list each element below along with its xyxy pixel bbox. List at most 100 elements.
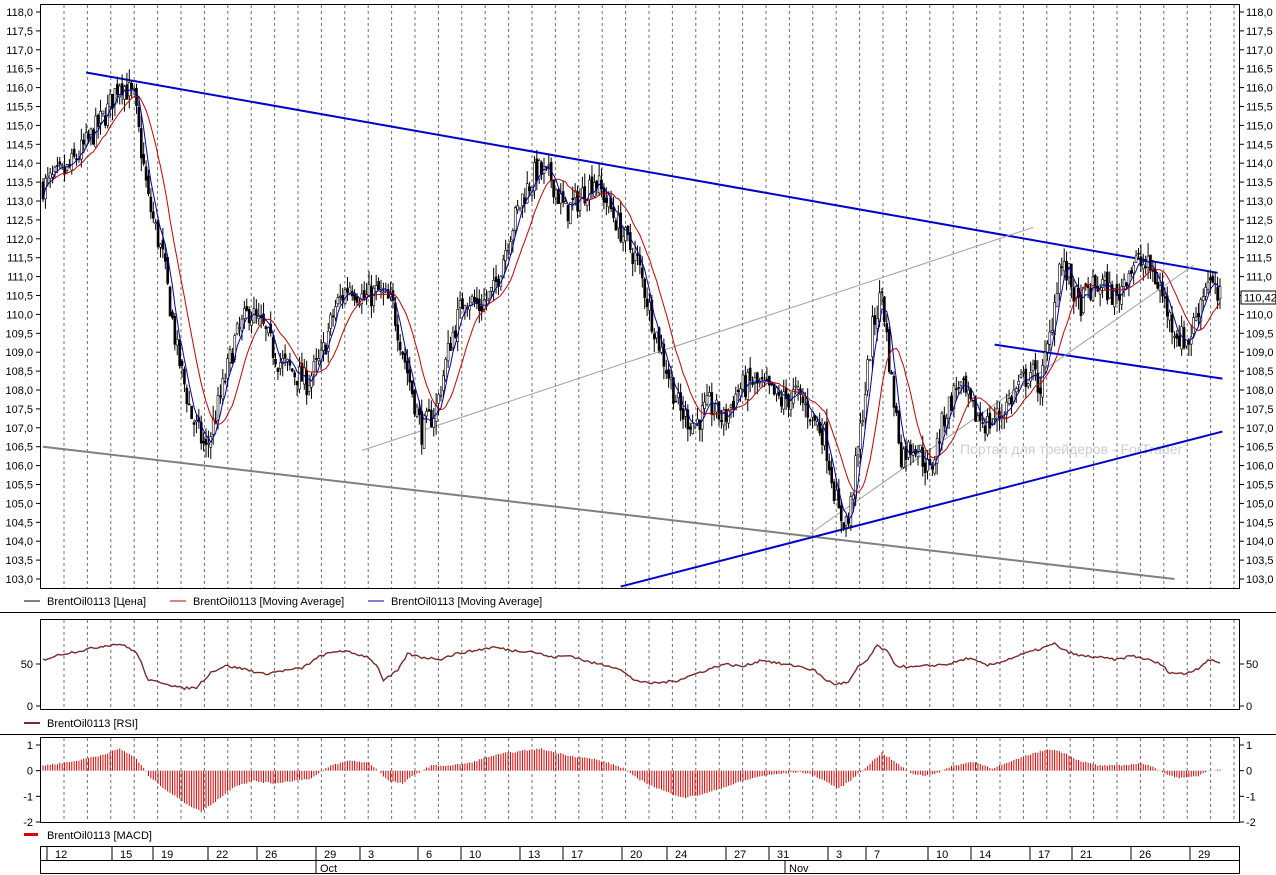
macd-y-tick-left: -1 (23, 791, 33, 803)
candle-body (151, 211, 155, 219)
candle-body (1110, 284, 1114, 305)
y-tick-label-right: 112,0 (1246, 234, 1273, 246)
candle-body (389, 294, 392, 298)
y-tick-label-left: 111,0 (7, 272, 33, 284)
candle-body (772, 383, 776, 395)
candle-body (851, 494, 855, 500)
rsi-y-tick-left: 0 (27, 701, 33, 713)
candle-body (233, 335, 237, 361)
y-tick-label-left: 115,0 (6, 120, 33, 132)
candle-body (950, 395, 953, 411)
candle-body (180, 360, 184, 366)
candle-body (449, 343, 452, 351)
candle-body (190, 405, 193, 420)
price-legend: BrentOil0113 [Цена] BrentOil0113 [Moving… (24, 596, 542, 608)
candle-body (1153, 270, 1157, 285)
y-tick-label-left: 115,5 (6, 102, 33, 114)
candle-body (1022, 371, 1025, 374)
candle-body (240, 318, 244, 332)
candle-body (732, 401, 735, 410)
candle-body (144, 166, 148, 181)
candle-body (56, 165, 59, 167)
candle-body (473, 296, 476, 303)
candle-body (274, 359, 277, 365)
candle-body (403, 352, 407, 363)
candle-body (648, 302, 651, 311)
y-tick-label-left: 109,5 (5, 328, 33, 340)
y-tick-label-left: 117,0 (6, 45, 33, 57)
candle-body (1007, 398, 1011, 404)
candle-body (734, 393, 738, 411)
candle-body (873, 315, 877, 325)
candle-body (408, 369, 412, 383)
candle-body (832, 481, 836, 502)
candle-body (430, 409, 433, 427)
candle-body (794, 385, 798, 388)
y-tick-label-left: 112,5 (6, 215, 33, 227)
candle-body (118, 85, 122, 98)
y-tick-label-right: 117,0 (1246, 45, 1273, 57)
y-tick-label-right: 108,5 (1246, 366, 1274, 378)
candle-body (547, 164, 551, 167)
candle-body (952, 385, 956, 410)
candle-body (1137, 252, 1140, 255)
date-month-label: Oct (320, 863, 337, 875)
trend-line-mini-channel-lower (994, 343, 1223, 380)
y-tick-label-right: 107,0 (1246, 423, 1274, 435)
candle-body (605, 197, 608, 203)
candle-body (1180, 326, 1183, 350)
candle-body (267, 327, 270, 334)
candle-body (1161, 282, 1164, 297)
candle-body (923, 462, 927, 473)
trend-line-lower-support (620, 430, 1223, 588)
y-tick-label-right: 105,5 (1246, 480, 1274, 492)
date-day-label: 21 (1080, 849, 1092, 861)
candle-body (235, 323, 239, 335)
candle-body (46, 175, 50, 179)
candle-body (247, 308, 251, 323)
candle-body (703, 401, 706, 409)
candle-body (1125, 282, 1128, 287)
candle-body (353, 294, 356, 301)
last-price-label: 110,42 (1244, 293, 1276, 305)
y-tick-label-right: 111,0 (1246, 272, 1272, 284)
candle-body (938, 441, 941, 444)
candle-body (1103, 275, 1107, 281)
candle-body (461, 298, 464, 310)
candle-body (674, 400, 678, 403)
date-month-label: Nov (789, 863, 809, 875)
candle-body (504, 250, 507, 261)
macd-histogram (42, 748, 1221, 813)
candle-body (983, 425, 987, 434)
candle-body (264, 326, 268, 330)
candle-body (593, 182, 596, 197)
y-tick-label-left: 113,0 (6, 196, 33, 208)
candle-body (619, 212, 623, 242)
candle-body (621, 236, 625, 243)
date-day-labels: 12 15 19 22 26 29 3 6 10 13 17 20 24 27 31 3 7 10 14 17 21 26… (46, 847, 1210, 861)
candle-body (662, 343, 666, 367)
candle-body (631, 253, 634, 264)
candle-body (494, 276, 498, 282)
candle-body (87, 133, 90, 139)
candle-body (756, 372, 759, 384)
candle-body (298, 366, 301, 390)
candle-body (1199, 299, 1203, 322)
y-tick-label-right: 114,5 (1246, 139, 1273, 151)
candle-body (1024, 368, 1028, 387)
candle-body (291, 368, 294, 372)
candle-body (372, 288, 376, 306)
candle-body (1118, 294, 1121, 301)
candle-body (700, 405, 704, 430)
candle-body (885, 323, 889, 333)
y-tick-label-left: 107,5 (5, 404, 33, 416)
candle-body (346, 288, 349, 293)
y-tick-label-left: 103,5 (5, 555, 33, 567)
date-axis: 12 15 19 22 26 29 3 6 10 13 17 20 24 27 31 3 7 10 14 17 21 26… (40, 846, 1240, 875)
candle-body (943, 415, 946, 427)
candle-body (300, 362, 304, 382)
candle-body (1086, 285, 1090, 289)
candle-body (585, 200, 589, 207)
candle-body (80, 139, 83, 160)
candle-body (612, 207, 615, 218)
